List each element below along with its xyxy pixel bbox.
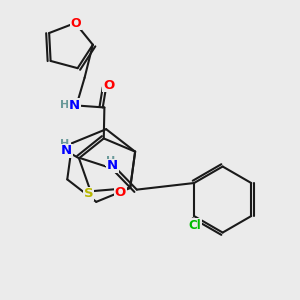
Text: Cl: Cl [188, 219, 201, 232]
Text: O: O [70, 16, 81, 29]
Text: N: N [61, 144, 72, 157]
Text: O: O [103, 79, 114, 92]
Text: H: H [60, 100, 69, 110]
Text: H: H [106, 156, 115, 166]
Text: N: N [107, 159, 118, 172]
Text: N: N [69, 99, 80, 112]
Text: S: S [84, 188, 94, 200]
Text: H: H [59, 139, 69, 149]
Text: O: O [115, 186, 126, 200]
